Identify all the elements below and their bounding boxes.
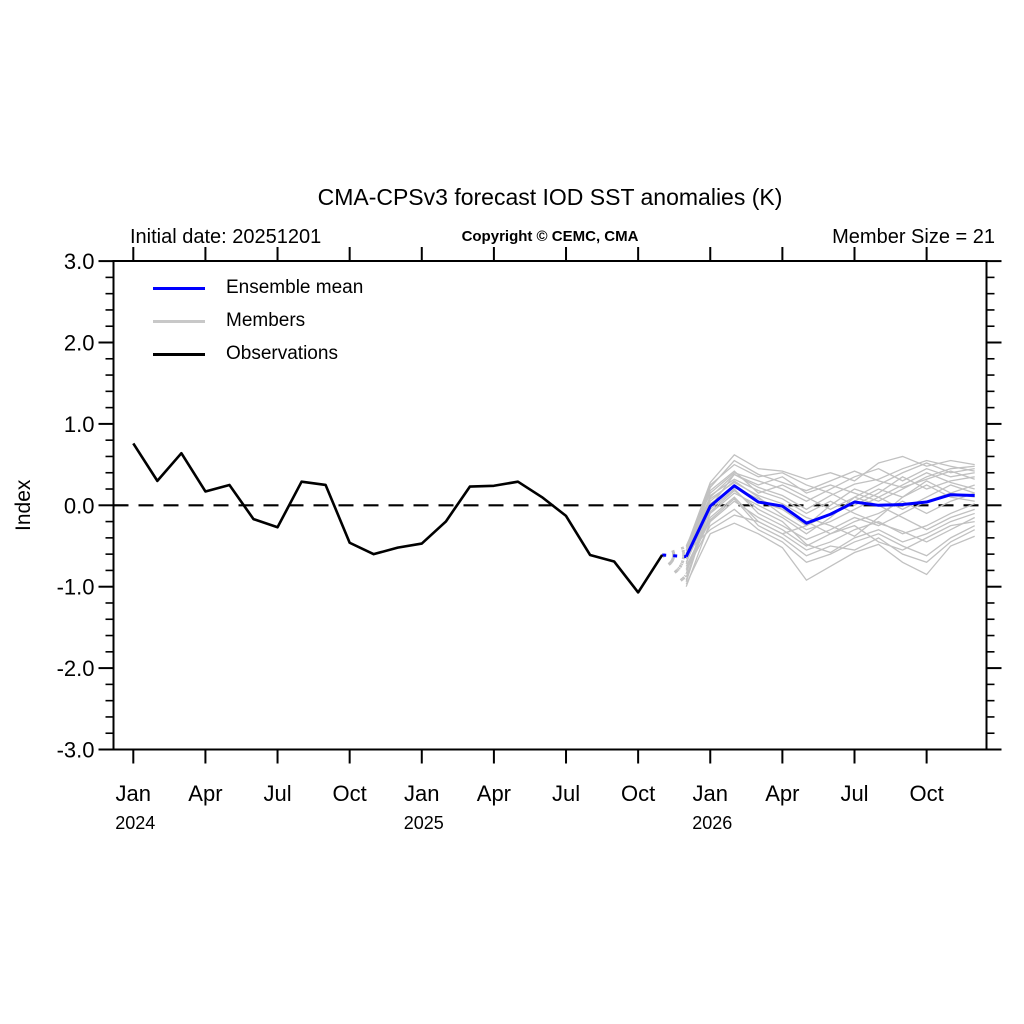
member-line [685,454,975,548]
member-line [685,508,975,571]
member-connector-dashed [661,554,687,563]
x-tick-label: Jan [693,781,728,806]
y-tick-label: -3.0 [57,738,95,763]
member-line [685,463,975,552]
member-line [685,465,975,583]
member-line [685,467,975,547]
y-tick-label: 3.0 [64,249,95,274]
page-title: CMA-CPSv3 forecast IOD SST anomalies (K) [317,184,783,210]
legend-label-ensemble-mean: Ensemble mean [226,277,364,298]
member-line [685,480,975,557]
member-line [685,522,975,585]
x-tick-label: Oct [910,781,944,806]
member-connector-dashed [661,554,687,585]
y-tick-label: -1.0 [57,575,95,600]
initial-date-label: Initial date: 20251201 [130,226,322,248]
member-connector-dashed [662,550,687,556]
ensemble-mean-line [684,484,975,558]
y-tick-label: 1.0 [64,412,95,437]
ensemble-mean-connector-dashed [662,553,687,559]
legend-label-observations: Observations [226,343,338,364]
member-connector-dashed [661,554,687,565]
member-line [685,459,975,555]
x-year-label: 2026 [692,813,732,833]
member-connector-dashed [662,551,687,556]
legend: Ensemble mean Members Observations [153,276,363,375]
legend-label-members: Members [226,310,306,331]
ensemble-mean-line-icon [153,286,205,290]
copyright-label: Copyright © CEMC, CMA [461,228,639,245]
x-tick-label: Jan [404,781,439,806]
member-connector-dashed [661,547,687,556]
x-tick-label: Apr [477,781,511,806]
member-connector-dashed [661,554,687,567]
legend-item-observations: Observations [153,342,363,366]
member-line [685,472,975,559]
x-tick-label: Jul [263,781,291,806]
observations-line-icon [153,352,205,356]
member-line [685,497,975,570]
x-tick-label: Oct [333,781,367,806]
member-line [685,489,975,560]
member-line [685,496,975,567]
y-axis-title: Index [12,479,35,531]
x-year-label: 2025 [404,813,444,833]
legend-item-members: Members [153,309,363,333]
member-connector-dashed [661,545,687,556]
y-tick-label: 2.0 [64,331,95,356]
y-tick-label: 0.0 [64,493,95,518]
observations-line [132,442,664,594]
x-tick-label: Apr [188,781,222,806]
member-connector-dashed [661,554,687,583]
x-tick-label: Apr [765,781,799,806]
x-tick-label: Jan [116,781,151,806]
x-year-label: 2024 [115,813,155,833]
members-line-icon [153,319,205,323]
member-line [685,478,975,565]
x-tick-label: Jul [840,781,868,806]
legend-item-ensemble-mean: Ensemble mean [153,276,363,300]
member-line [685,462,975,558]
y-tick-label: -2.0 [57,656,95,681]
x-tick-label: Jul [552,781,580,806]
x-tick-label: Oct [621,781,655,806]
member-line [685,492,975,578]
member-size-label: Member Size = 21 [832,226,995,248]
